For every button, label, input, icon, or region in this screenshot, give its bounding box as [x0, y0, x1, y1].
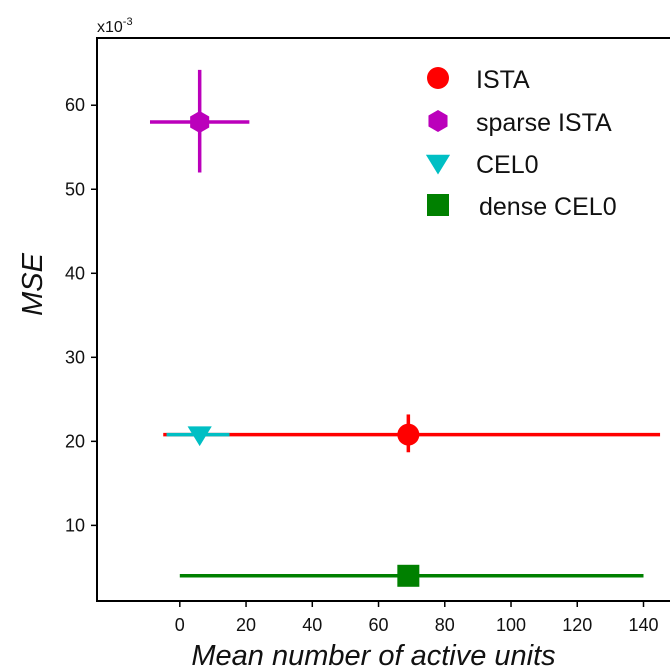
series-1 [149, 69, 250, 173]
y-scale-factor-label: x10-3 [97, 16, 133, 36]
data-point [190, 111, 210, 134]
data-point [187, 426, 212, 447]
y-tick-label: 20 [65, 431, 85, 451]
legend: ISTA sparse ISTA CEL0 dense CEL0 [425, 66, 617, 221]
data-point [397, 423, 420, 446]
legend-label: dense CEL0 [479, 193, 617, 221]
series-layer [149, 69, 661, 587]
y-tick-label: 10 [65, 515, 85, 535]
series-2 [166, 426, 230, 447]
y-tick-label: 60 [65, 95, 85, 115]
legend-marker [425, 154, 451, 175]
series-3 [179, 564, 644, 587]
x-tick-label: 20 [236, 615, 256, 635]
x-tick-label: 80 [435, 615, 455, 635]
legend-marker [427, 67, 449, 89]
y-scale-exponent: -3 [123, 16, 133, 28]
x-axis-title: Mean number of active units [191, 640, 555, 670]
legend-label: CEL0 [476, 151, 539, 179]
y-axis-title: MSE [17, 252, 49, 316]
series-0 [163, 414, 661, 453]
y-tick-label: 30 [65, 347, 85, 367]
x-tick-label: 100 [496, 615, 526, 635]
legend-marker [427, 194, 449, 216]
x-axis: 0 20 40 60 80 100 120 140 [175, 601, 659, 635]
x-tick-label: 120 [562, 615, 592, 635]
x-tick-label: 40 [302, 615, 322, 635]
y-tick-label: 50 [65, 179, 85, 199]
x-tick-label: 60 [369, 615, 389, 635]
y-scale-base: x10 [97, 19, 123, 36]
x-tick-label: 140 [628, 615, 658, 635]
plot-area [96, 37, 670, 602]
legend-label: ISTA [476, 66, 530, 94]
y-tick-label: 40 [65, 263, 85, 283]
legend-marker [428, 110, 448, 132]
y-axis: 10 20 30 40 50 60 [65, 95, 97, 535]
data-point [397, 564, 420, 587]
legend-label: sparse ISTA [476, 109, 612, 137]
x-tick-label: 0 [175, 615, 185, 635]
plot-frame [96, 37, 670, 602]
